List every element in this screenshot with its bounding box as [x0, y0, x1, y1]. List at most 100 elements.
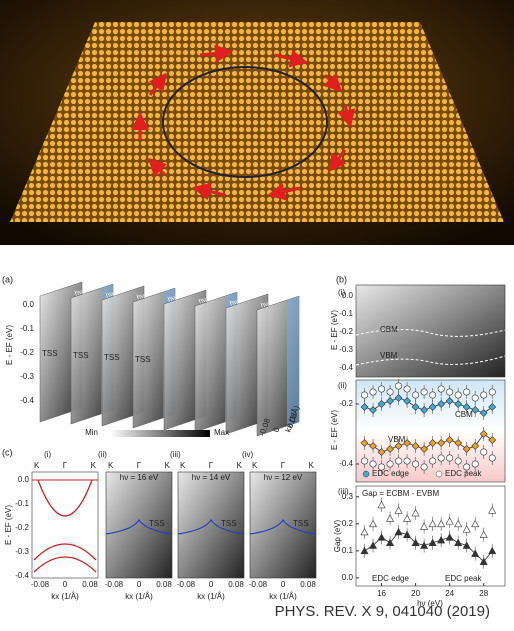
label: kx (1/Å) [197, 592, 225, 601]
point [437, 400, 446, 408]
point [412, 391, 420, 399]
point [395, 457, 403, 465]
label: -0.1 [339, 309, 353, 318]
label: VBM [380, 351, 398, 360]
label: -0.08 [31, 580, 50, 589]
point [361, 457, 369, 465]
point [454, 538, 463, 547]
point [454, 439, 463, 447]
point [420, 445, 429, 453]
label: Gap (eV) [333, 519, 342, 552]
point [403, 530, 412, 538]
label: K [237, 461, 243, 470]
legend-edge [362, 470, 370, 478]
point [446, 388, 454, 396]
vbm-trace [355, 355, 506, 366]
label: kx (1/Å) [51, 592, 79, 601]
y-tick-label: -0.4 [339, 459, 353, 468]
point [428, 538, 437, 547]
label: (a) [2, 274, 13, 284]
label: Max [214, 428, 229, 437]
point [378, 463, 386, 471]
point [462, 403, 471, 411]
point [403, 457, 411, 465]
point [479, 409, 488, 417]
point [462, 541, 471, 549]
label: EDC edge [372, 574, 409, 583]
label: K [91, 461, 97, 470]
y-tick-label: 0.1 [342, 546, 354, 555]
label: 0 [209, 580, 214, 589]
label: (iv) [242, 450, 253, 459]
label: E - EF (eV) [330, 310, 339, 350]
arpes-image [177, 471, 245, 579]
label: (iii) [170, 450, 181, 459]
point [420, 522, 429, 530]
label: -0.2 [339, 327, 353, 336]
label: -0.3 [15, 547, 29, 556]
point [429, 391, 437, 399]
point [394, 527, 403, 536]
label: -0.4 [15, 571, 29, 580]
point [403, 514, 412, 522]
point [369, 388, 377, 396]
point [471, 519, 480, 528]
label: hν = 16 eV [120, 473, 159, 482]
label: -0.2 [20, 348, 34, 357]
point [471, 394, 479, 402]
point [360, 439, 369, 447]
label: K [108, 461, 114, 470]
point [479, 430, 488, 438]
label: -0.08 [177, 580, 196, 589]
point [454, 400, 463, 408]
label: TSS [135, 355, 151, 364]
label: TSS [104, 353, 120, 362]
label: -0.3 [339, 345, 353, 354]
point [480, 391, 488, 399]
edc-trace [177, 518, 245, 535]
label: (ii) [98, 450, 107, 459]
label: K [34, 461, 40, 470]
point [445, 517, 454, 525]
label: 0.0 [23, 300, 35, 309]
label: CBM [380, 325, 398, 334]
point [360, 403, 369, 411]
label: (iii) [338, 487, 349, 496]
label: CBM [455, 410, 473, 419]
label: (i) [338, 288, 345, 297]
label: TSS [73, 351, 89, 360]
label: 0.0 [342, 291, 354, 300]
label: -0.2 [15, 523, 29, 532]
point [360, 546, 369, 555]
x-tick-label: 28 [479, 589, 488, 598]
point [361, 391, 369, 399]
label: Γ [281, 461, 286, 470]
point [369, 406, 377, 414]
label: Γ [209, 461, 214, 470]
label: K [165, 461, 171, 470]
point [386, 445, 394, 453]
point [445, 397, 454, 405]
label: Γ [137, 461, 142, 470]
point [386, 538, 395, 547]
label: -0.1 [20, 324, 34, 333]
point [377, 500, 386, 509]
point [386, 397, 394, 405]
point [403, 439, 412, 447]
label: K [180, 461, 186, 470]
label: 0.08 [82, 580, 98, 589]
point [488, 506, 497, 514]
point [463, 463, 471, 471]
point [488, 388, 496, 396]
y-tick-label: -0.2 [339, 399, 353, 408]
spin-arrows [131, 44, 356, 201]
point [377, 400, 386, 408]
label: 0 [63, 580, 68, 589]
point [386, 514, 395, 522]
arpes-image [105, 471, 173, 579]
label: hν (eV) [417, 599, 443, 608]
label: -0.08 [105, 580, 124, 589]
slice-highlight [287, 296, 299, 426]
point [411, 403, 420, 411]
label: 0.08 [228, 580, 244, 589]
